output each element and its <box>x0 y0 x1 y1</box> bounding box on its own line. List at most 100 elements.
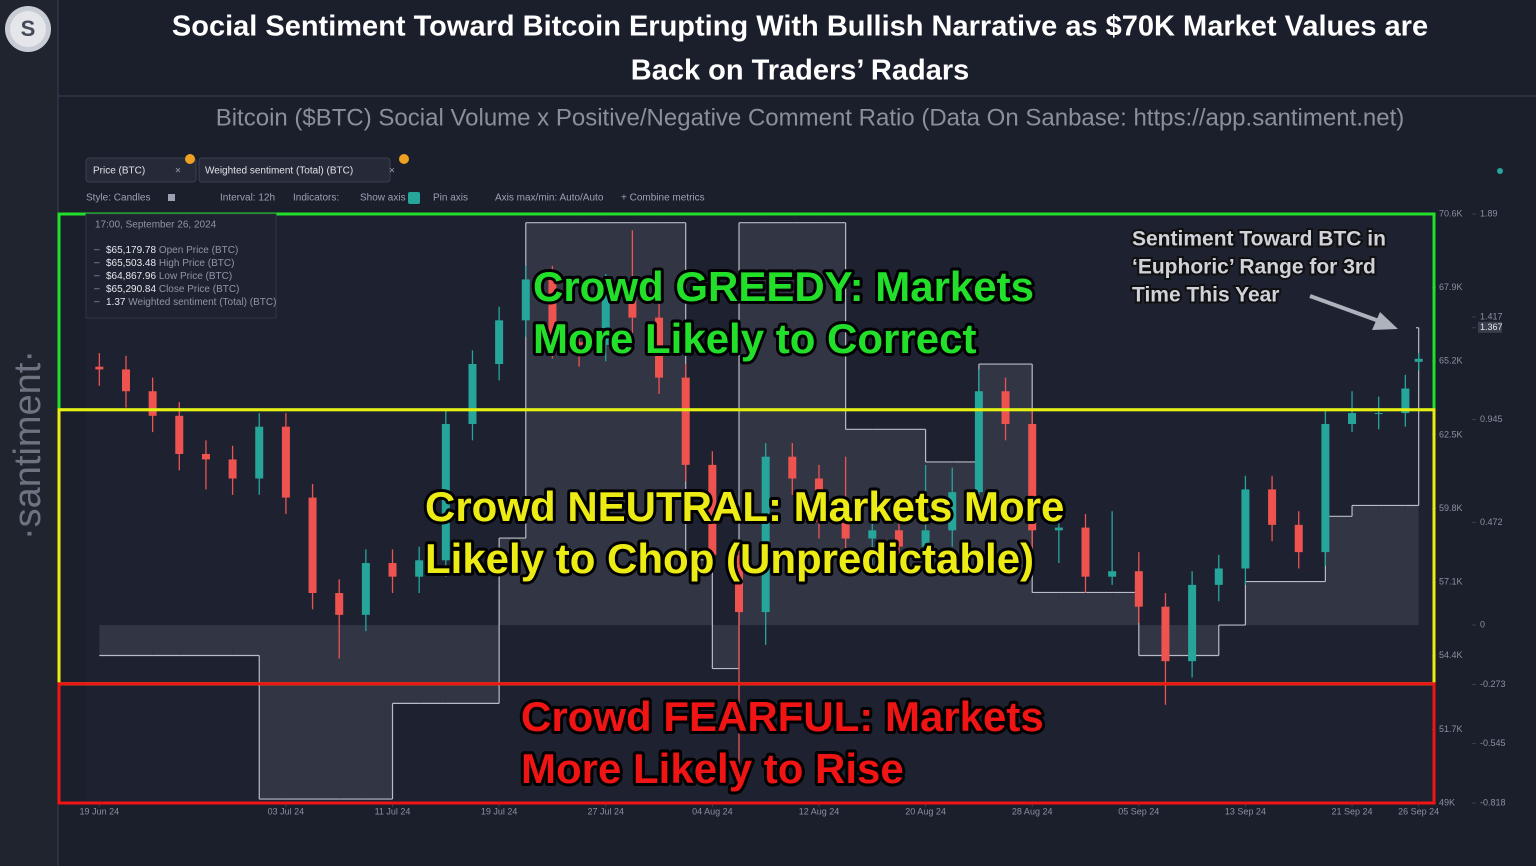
sentiment-area <box>898 429 926 626</box>
tooltip-dash: – <box>94 271 100 282</box>
control[interactable]: + Combine metrics <box>621 193 705 204</box>
tab[interactable] <box>198 157 391 183</box>
sentiment-area <box>552 222 580 626</box>
tooltip-label: Open Price (BTC) <box>159 245 238 256</box>
x-tick-label: 19 Jun 24 <box>80 806 120 816</box>
zone-label: Crowd GREEDY: Markets <box>533 263 1034 310</box>
candle-body <box>201 453 210 460</box>
sentiment-area <box>1138 625 1166 656</box>
sentiment-area <box>392 625 420 704</box>
candle-body <box>1001 391 1010 424</box>
candle-body <box>1241 489 1250 569</box>
tooltip-dash: – <box>94 284 100 295</box>
candle-body <box>735 554 744 613</box>
candle-body <box>361 563 370 615</box>
y2-tick-label: 1.367 <box>1480 322 1503 332</box>
candle-body <box>308 497 317 594</box>
tooltip-dash: – <box>94 258 100 269</box>
candle-body <box>708 464 717 555</box>
x-tick-label: 27 Jul 24 <box>587 806 624 816</box>
candle-body <box>1188 584 1197 662</box>
y2-tick-label: -0.273 <box>1480 679 1506 689</box>
candle-body <box>1374 413 1383 415</box>
candle-body <box>1294 524 1303 553</box>
y-tick-label: 51.7K <box>1439 724 1463 734</box>
control[interactable]: Indicators: <box>293 193 339 204</box>
candle-body <box>841 522 850 539</box>
zone-label: More Likely to Rise <box>521 745 904 792</box>
sentiment-area <box>925 461 953 626</box>
sentiment-area <box>579 222 606 626</box>
tab-label[interactable]: Weighted sentiment (Total) (BTC) <box>205 166 353 177</box>
tab-close[interactable]: × <box>175 166 181 177</box>
color-swatch[interactable] <box>168 194 175 201</box>
sentiment-area <box>659 222 686 626</box>
sentiment-area <box>99 625 126 656</box>
candle-body <box>281 426 290 498</box>
zone-label: More Likely to Correct <box>533 315 976 362</box>
candle-body <box>681 377 690 465</box>
x-tick-label: 26 Sep 24 <box>1398 806 1439 816</box>
status-dot <box>1497 168 1503 174</box>
tab[interactable] <box>85 157 197 183</box>
tab-close[interactable]: × <box>389 166 395 177</box>
candle-body <box>1414 358 1423 362</box>
y-tick-label: 70.6K <box>1439 208 1463 218</box>
tooltip-dash: – <box>94 297 100 308</box>
sentiment-area <box>339 625 366 800</box>
x-tick-label: 28 Aug 24 <box>1012 806 1053 816</box>
tooltip-label: High Price (BTC) <box>159 258 235 269</box>
sentiment-area <box>1032 592 1059 626</box>
y2-tick-label: 0.945 <box>1480 414 1503 424</box>
y-tick-label: 67.9K <box>1439 282 1463 292</box>
tab-label[interactable]: Price (BTC) <box>93 166 145 177</box>
control[interactable]: Show axis <box>360 193 406 204</box>
sentiment-area <box>179 625 206 656</box>
sentiment-area <box>605 222 633 626</box>
candle-body <box>601 287 610 345</box>
sentiment-area <box>419 625 446 704</box>
candle-body <box>468 363 477 424</box>
sentiment-area <box>232 625 260 656</box>
candle-body <box>655 317 664 378</box>
control[interactable]: Pin axis <box>433 193 468 204</box>
y2-tick-label: 0.472 <box>1480 517 1503 527</box>
badge <box>185 154 195 164</box>
candle-body <box>335 593 344 615</box>
sentiment-area <box>445 625 473 704</box>
candle-body <box>1321 423 1330 553</box>
candle-body <box>95 366 104 370</box>
candle-body <box>415 560 424 577</box>
badge <box>399 154 409 164</box>
candle-body <box>548 279 557 343</box>
tooltip-label: Close Price (BTC) <box>159 284 240 295</box>
control[interactable]: Style: Candles <box>86 193 150 204</box>
checkbox[interactable] <box>408 192 420 204</box>
control[interactable]: Interval: 12h <box>220 193 275 204</box>
candle-body <box>1348 413 1357 424</box>
x-tick-label: 19 Jul 24 <box>481 806 518 816</box>
tooltip-time: 17:00, September 26, 2024 <box>95 220 217 231</box>
candle-body <box>761 456 770 613</box>
y-tick-label: 65.2K <box>1439 356 1463 366</box>
annotation: Sentiment Toward BTC in <box>1132 228 1386 251</box>
sentiment-area <box>285 625 313 800</box>
subtitle: Bitcoin ($BTC) Social Volume x Positive/… <box>216 104 1405 131</box>
control[interactable]: Axis max/min: Auto/Auto <box>495 193 604 204</box>
zone-box <box>57 682 1436 805</box>
sentiment-area <box>1298 581 1326 626</box>
tooltip-label: Low Price (BTC) <box>159 271 232 282</box>
value-tag <box>1478 321 1502 333</box>
sentiment-area <box>712 625 740 669</box>
sentiment-area <box>1085 592 1113 626</box>
y-tick-label: 54.4K <box>1439 650 1463 660</box>
y-tick-label: 57.1K <box>1439 577 1463 587</box>
tooltip-dash: – <box>94 245 100 256</box>
candle-body <box>388 563 397 577</box>
sentiment-area <box>685 559 713 626</box>
candle-body <box>255 426 264 479</box>
candle-body <box>788 456 797 479</box>
sentiment-area <box>1378 505 1406 626</box>
sentiment-area <box>792 222 819 626</box>
